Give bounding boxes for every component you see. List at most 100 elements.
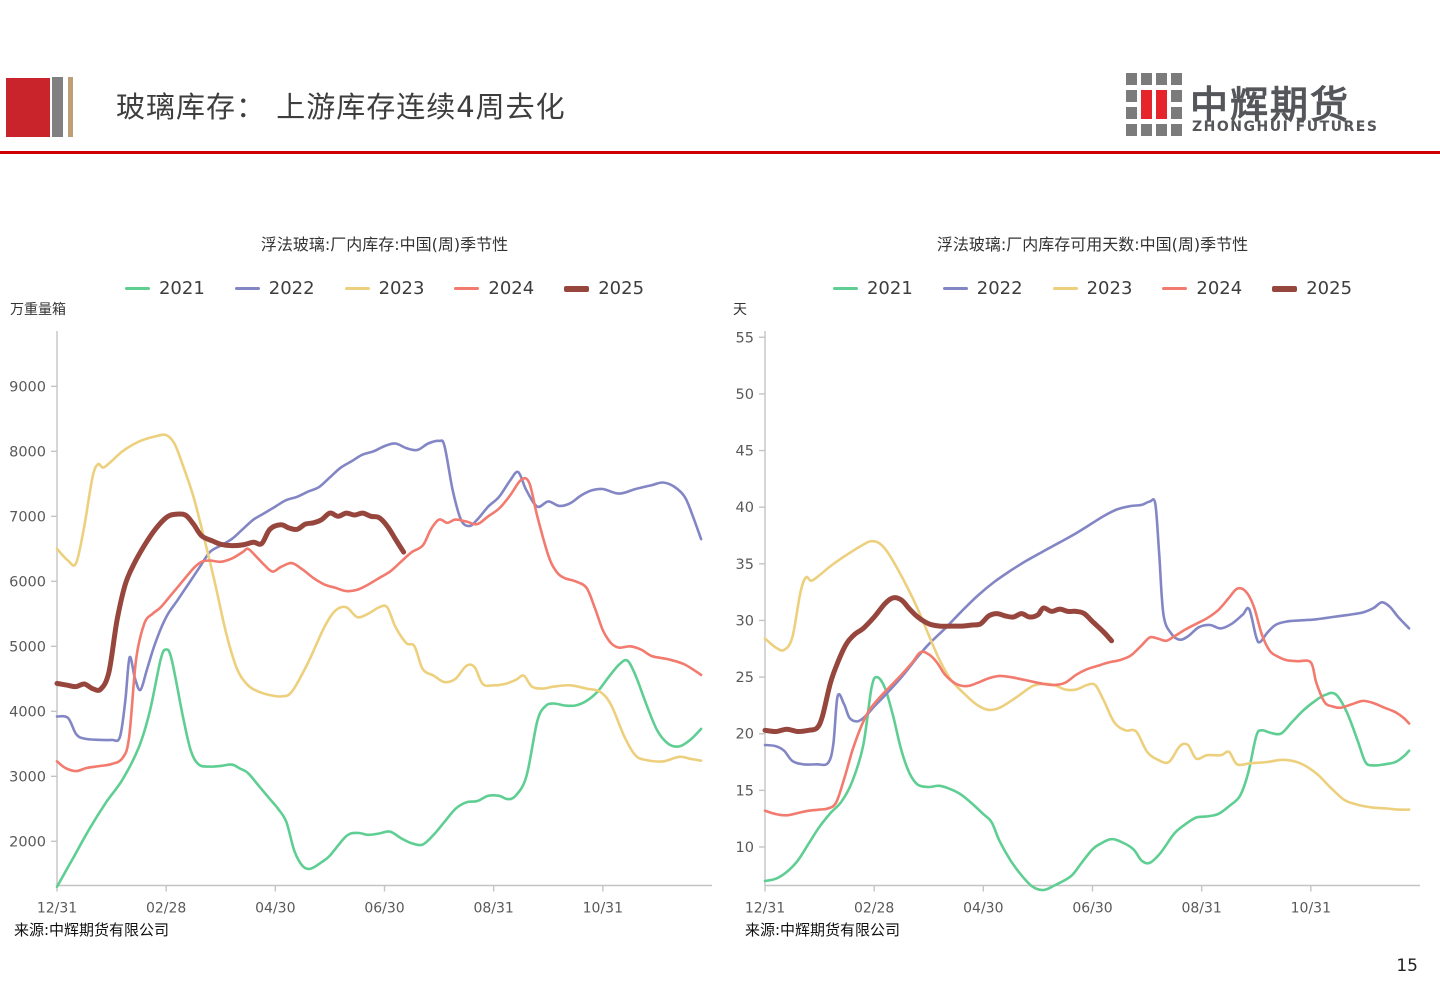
header-divider-rule	[0, 151, 1440, 154]
legend-swatch-2021	[832, 286, 858, 291]
series-line-2021	[763, 675, 1411, 892]
legend-swatch-2024	[454, 286, 480, 291]
legend-label: 2024	[1196, 278, 1243, 299]
x-tick-label: 10/31	[583, 901, 623, 917]
x-tick-label: 06/30	[364, 901, 404, 917]
x-tick-label: 08/31	[473, 901, 513, 917]
series-line-2024	[763, 586, 1411, 817]
left-chart-title: 浮法玻璃:厂内库存:中国(周)季节性	[260, 235, 509, 254]
legend-swatch-2025	[1272, 285, 1298, 292]
legend-label: 2024	[488, 278, 535, 299]
legend-item-2023: 2023	[1052, 278, 1133, 299]
y-tick-label: 35	[736, 557, 754, 573]
left-chart-y-unit-label: 万重量箱	[10, 302, 66, 318]
logo-grid-square	[1156, 73, 1167, 85]
legend-swatch-2023	[344, 286, 370, 291]
x-tick-label: 08/31	[1181, 901, 1221, 917]
x-tick-label: 10/31	[1291, 901, 1331, 917]
series-line-2021	[55, 648, 703, 889]
x-tick-label: 02/28	[854, 901, 894, 917]
logo-grid-square	[1126, 90, 1137, 102]
legend-item-2021: 2021	[832, 278, 913, 299]
x-tick-label: 12/31	[745, 901, 785, 917]
y-tick-label: 4000	[9, 704, 46, 720]
y-tick-label: 7000	[9, 509, 46, 525]
x-tick-label: 12/31	[37, 901, 77, 917]
zhonghui-grid-logo-icon	[1126, 73, 1184, 139]
legend-item-2021: 2021	[124, 278, 205, 299]
logo-grid-square	[1156, 124, 1167, 136]
y-tick-label: 9000	[9, 379, 46, 395]
right-chart-legend: 2021 2022 2023 2024 2025	[765, 278, 1420, 299]
legend-swatch-2023	[1052, 286, 1078, 291]
left-chart-source: 来源:中辉期货有限公司	[14, 921, 170, 939]
legend-swatch-2025	[564, 285, 590, 292]
legend-item-2023: 2023	[344, 278, 424, 299]
legend-label: 2022	[268, 278, 315, 299]
x-tick-label: 04/30	[255, 901, 295, 917]
y-tick-label: 2000	[9, 834, 46, 850]
right-chart-y-unit-label: 天	[733, 302, 747, 318]
series-line-2025	[54, 510, 407, 693]
page-number: 15	[1396, 956, 1418, 976]
legend-swatch-2021	[124, 286, 150, 291]
legend-item-2022: 2022	[942, 278, 1023, 299]
logo-grid-square	[1171, 90, 1182, 102]
series-line-2022	[55, 439, 703, 743]
series-line-2025	[762, 595, 1115, 735]
series-line-2023	[763, 539, 1411, 811]
legend-item-2025: 2025	[564, 278, 644, 299]
legend-label: 2022	[976, 278, 1023, 299]
logo-name-en: ZHONGHUI FUTURES	[1192, 119, 1379, 135]
y-tick-label: 20	[736, 727, 754, 743]
y-tick-label: 15	[736, 783, 754, 799]
logo-grid-square	[1171, 73, 1182, 85]
y-tick-label: 45	[736, 444, 754, 460]
logo-name-cn: 中辉期货	[1190, 83, 1351, 127]
legend-label: 2021	[866, 278, 913, 299]
legend-label: 2023	[1086, 278, 1133, 299]
left-chart-plot: 2000 3000 4000 5000 6000 7000 8000 9000 12/31 02/…	[9, 331, 712, 917]
header-accent-red-square	[6, 78, 50, 137]
logo-red-bar	[1156, 90, 1167, 119]
y-tick-label: 10	[736, 840, 754, 856]
header-accent-tan-bar	[68, 77, 73, 137]
y-tick-label: 50	[736, 387, 754, 403]
x-tick-label: 06/30	[1072, 901, 1112, 917]
y-tick-label: 3000	[9, 769, 46, 785]
series-line-2024	[55, 476, 703, 773]
x-tick-label: 04/30	[963, 901, 1003, 917]
y-tick-label: 5000	[9, 639, 46, 655]
logo-grid-square	[1141, 73, 1152, 85]
legend-item-2022: 2022	[234, 278, 315, 299]
y-tick-label: 8000	[9, 444, 46, 460]
right-chart-title: 浮法玻璃:厂内库存可用天数:中国(周)季节性	[936, 235, 1249, 254]
y-tick-label: 55	[736, 330, 754, 346]
y-tick-label: 25	[736, 670, 754, 686]
y-tick-label: 30	[736, 613, 754, 629]
legend-label: 2025	[1306, 278, 1353, 299]
legend-item-2024: 2024	[454, 278, 534, 299]
series-line-2023	[55, 433, 703, 763]
logo-grid-square	[1126, 107, 1137, 119]
legend-label: 2021	[158, 278, 205, 299]
logo-grid-square	[1126, 124, 1137, 136]
logo-red-bar	[1141, 90, 1152, 119]
legend-item-2025: 2025	[1272, 278, 1352, 299]
logo-grid-square	[1141, 124, 1152, 136]
legend-swatch-2022	[942, 286, 968, 291]
legend-label: 2025	[598, 278, 645, 299]
page-title: 玻璃库存： 上游库存连续4周去化	[116, 90, 566, 124]
right-chart-plot: 10 15 20 25 30 35 40 45 50 55 12/31 02/28 04/30 06/30…	[736, 330, 1420, 917]
left-chart-legend: 2021 2022 2023 2024 2025	[57, 278, 712, 299]
x-tick-label: 02/28	[146, 901, 186, 917]
logo-grid-square	[1171, 107, 1182, 119]
logo-grid-square	[1126, 73, 1137, 85]
series-line-2022	[763, 497, 1411, 767]
legend-item-2024: 2024	[1162, 278, 1242, 299]
y-tick-label: 40	[736, 500, 754, 516]
logo-grid-square	[1171, 124, 1182, 136]
y-tick-label: 6000	[9, 574, 46, 590]
